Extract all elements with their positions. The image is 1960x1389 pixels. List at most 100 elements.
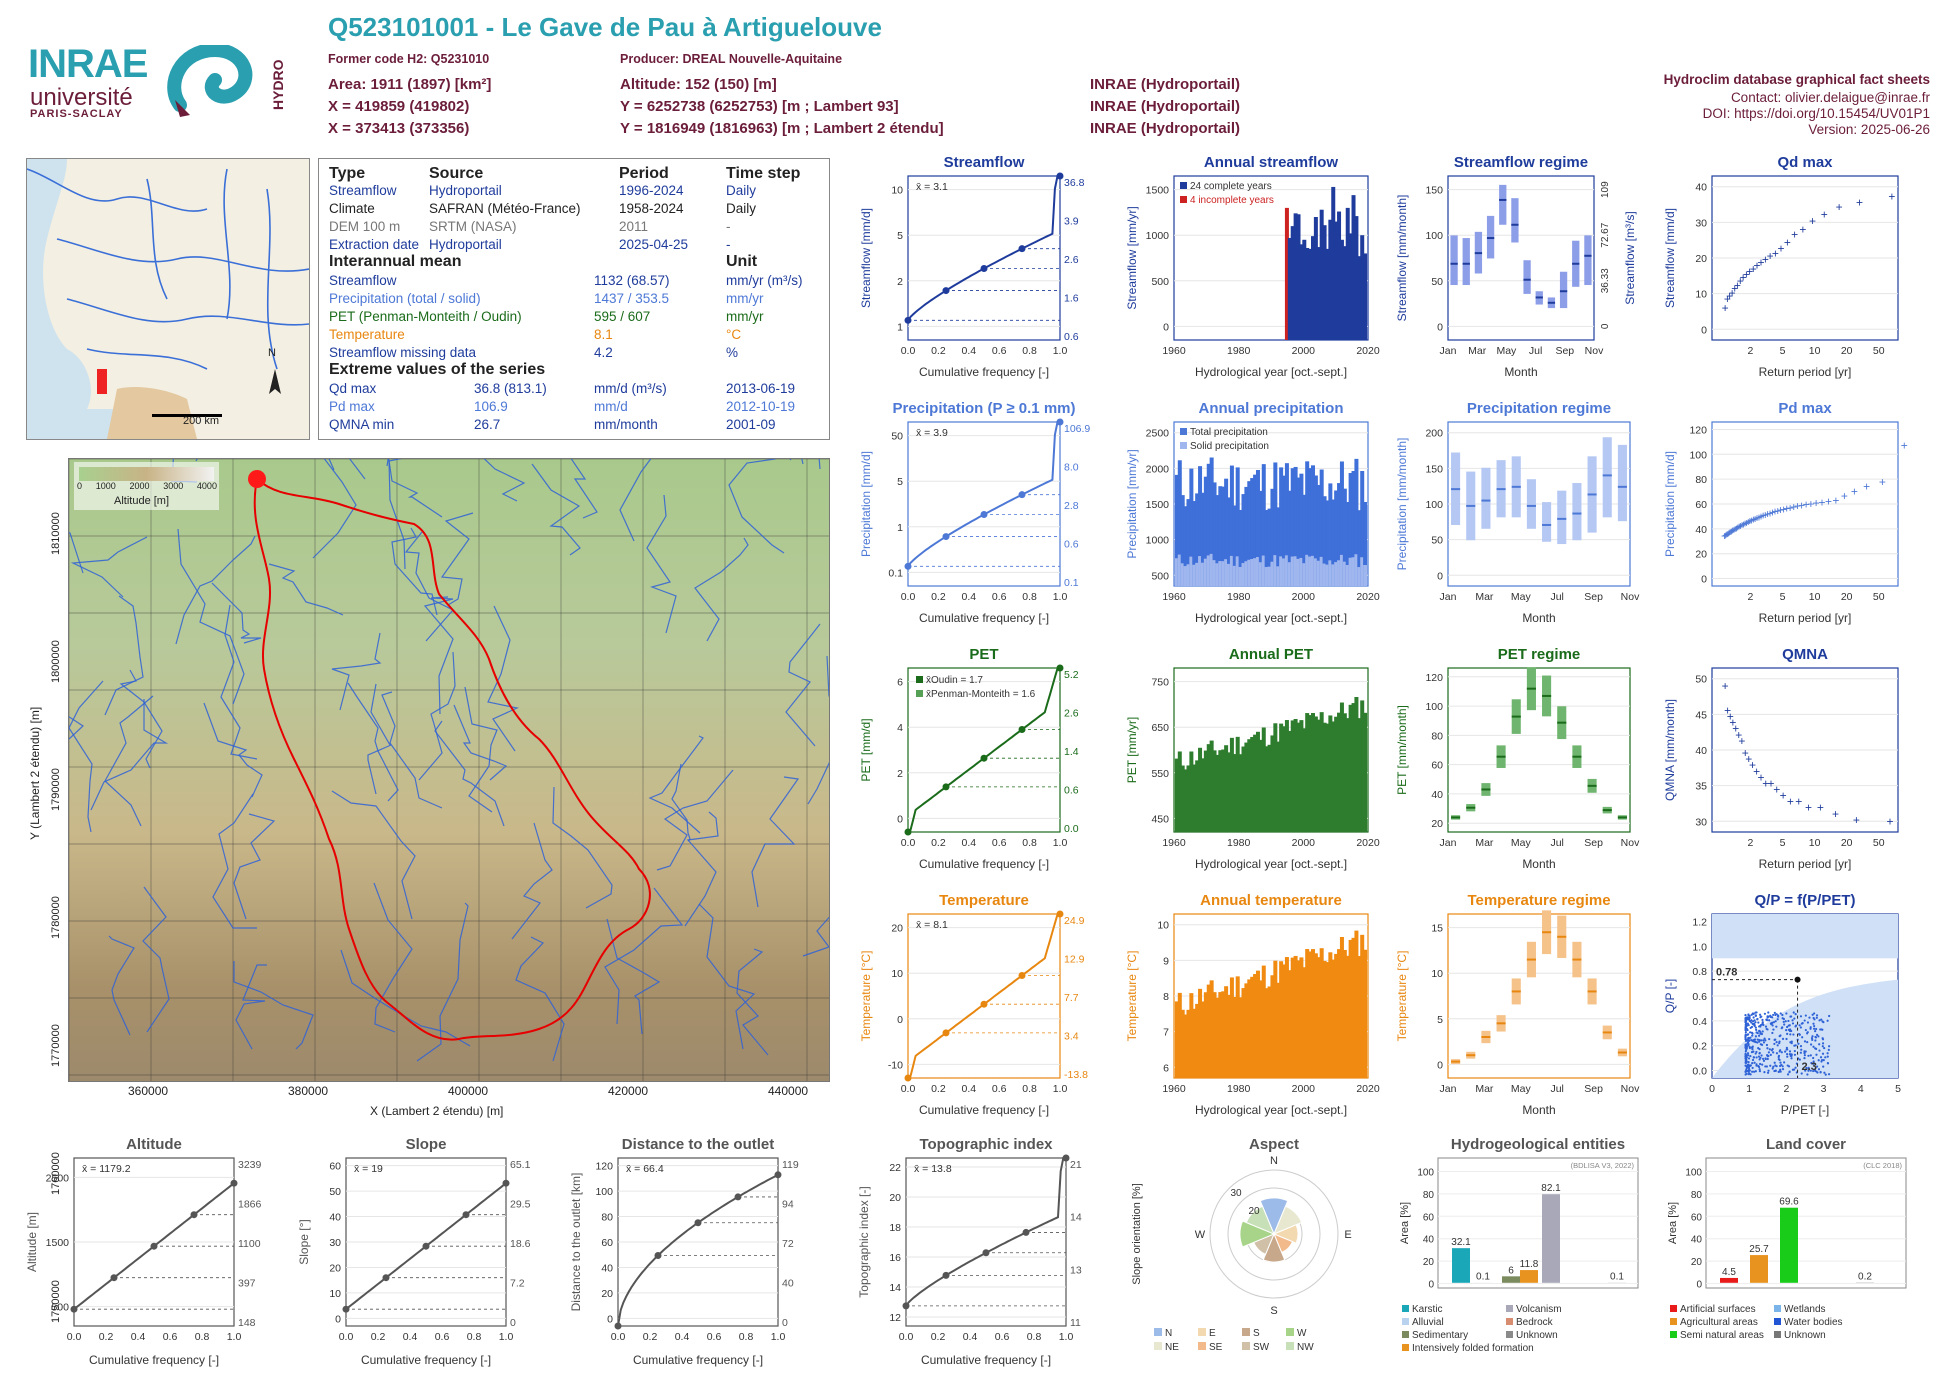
- y-tick-label: 6: [1163, 1062, 1169, 1074]
- data-point: [1791, 1019, 1793, 1021]
- h-unit: Unit: [726, 253, 757, 271]
- river: [647, 495, 676, 633]
- direction-label: E: [1344, 1229, 1351, 1241]
- data-point: [1762, 1030, 1764, 1032]
- data-point: [1798, 1024, 1800, 1026]
- data-point: [1748, 1057, 1750, 1059]
- legend-swatch: [1774, 1305, 1781, 1312]
- ring-label: 30: [1230, 1188, 1242, 1199]
- x-tick-label: 0.8: [467, 1331, 482, 1343]
- river: [685, 812, 718, 926]
- data-point: [1818, 1059, 1820, 1061]
- legend-label: Semi natural areas: [1680, 1330, 1764, 1341]
- x-tick-label: 0.6: [435, 1331, 450, 1343]
- y-tick-label: 20: [889, 1192, 901, 1204]
- data-point: [1753, 1056, 1755, 1058]
- data-point: +: [1784, 235, 1791, 249]
- data-point: [1753, 1071, 1755, 1073]
- x-tick-label: May: [1496, 345, 1517, 357]
- x-tick-label: 0.0: [901, 1083, 916, 1095]
- y-tick-label: 60: [1695, 499, 1707, 511]
- data-point: [1774, 1062, 1776, 1064]
- quantile-point: [423, 1243, 430, 1250]
- y-tick-label: 500: [1151, 570, 1169, 582]
- data-point: [1792, 1033, 1794, 1035]
- data-point: [1800, 1026, 1802, 1028]
- data-point: [1777, 1018, 1779, 1020]
- y-axis-label: Area [%]: [1667, 1202, 1679, 1244]
- mean-value: 595 / 607: [594, 309, 650, 324]
- river: [234, 961, 313, 1049]
- data-point: [1779, 1065, 1781, 1067]
- data-point: [1785, 1038, 1787, 1040]
- data-point: [1759, 1014, 1761, 1016]
- y-tick-label: 1500: [1146, 499, 1170, 511]
- x-tick-label: 2020: [1356, 1083, 1380, 1095]
- mean-unit: °C: [726, 327, 741, 342]
- y-tick-label: 500: [1151, 276, 1169, 288]
- y-tick-label: 50: [891, 431, 903, 443]
- y-tick-label: 50: [1431, 276, 1443, 288]
- x-axis-label: Hydrological year [oct.-sept.]: [1195, 611, 1347, 625]
- legend-tick: 1000: [96, 481, 116, 491]
- y-tick-label: 10: [329, 1288, 341, 1300]
- data-point: [1813, 1025, 1815, 1027]
- x-tick-label: Mar: [1475, 591, 1494, 603]
- quantile-label: 148: [238, 1317, 256, 1329]
- x-tick-label: 20: [1841, 591, 1853, 603]
- chart-title: Topographic index: [919, 1136, 1053, 1153]
- direction-label: W: [1195, 1229, 1206, 1241]
- data-point: [1762, 1021, 1764, 1023]
- y-axis-label: Temperature [°C]: [859, 951, 873, 1042]
- y-tick-label: 80: [1691, 1190, 1703, 1201]
- data-point: +: [1809, 214, 1816, 228]
- data-point: [1761, 1064, 1763, 1066]
- y-tick-label: 0.2: [1692, 1041, 1707, 1053]
- data-point: [1814, 1030, 1816, 1032]
- x-tick-label: Sep: [1555, 345, 1574, 357]
- y-tick-label: 0: [897, 813, 903, 825]
- data-point: [1767, 1070, 1769, 1072]
- quantile-point: [383, 1274, 390, 1281]
- x-tick-label: Nov: [1621, 591, 1640, 603]
- x-tick-label: 5: [1780, 837, 1786, 849]
- data-point: [1791, 1040, 1793, 1042]
- extreme-value: 26.7: [474, 417, 500, 432]
- bar-value-label: 11.8: [1520, 1259, 1539, 1270]
- data-point: [1766, 1019, 1768, 1021]
- data-point: [1782, 1038, 1784, 1040]
- legend-swatch: [1242, 1328, 1250, 1336]
- x-tick-label: 0.2: [931, 1083, 946, 1095]
- x-tick-label: 0.2: [371, 1331, 386, 1343]
- legend-swatch: [1506, 1318, 1513, 1325]
- y-axis-label: Precipitation [mm/yr]: [1125, 449, 1139, 558]
- y-axis-label: Area [%]: [1399, 1202, 1411, 1244]
- data-point: +: [1817, 801, 1824, 815]
- data-point: [1779, 1061, 1781, 1063]
- data-point: [1786, 1033, 1788, 1035]
- data-point: [1747, 1052, 1749, 1054]
- map-ylabel: Y (Lambert 2 étendu) [m]: [28, 707, 42, 840]
- data-point: [1795, 1044, 1797, 1046]
- data-point: [1825, 1074, 1827, 1076]
- bar: [1542, 1194, 1560, 1283]
- data-point: +: [1795, 795, 1802, 809]
- data-point: [1768, 1038, 1770, 1040]
- legend-swatch: [1154, 1342, 1162, 1350]
- data-point: [1827, 1052, 1829, 1054]
- mean-value: 4.2: [594, 345, 613, 360]
- y-axis-label: Precipitation [mm/month]: [1395, 438, 1409, 571]
- x-tick-label: 0.4: [403, 1331, 418, 1343]
- y-tick-label: 4: [897, 722, 903, 734]
- y-tick-label: 10: [1157, 920, 1169, 932]
- data-point: [1787, 1073, 1789, 1075]
- x-tick-label: 1960: [1162, 837, 1186, 849]
- data-point: [1759, 1063, 1761, 1065]
- row-step: Daily: [726, 201, 756, 216]
- y-axis-label: Streamflow [mm/yr]: [1125, 206, 1139, 309]
- x-tick-label: 1.0: [499, 1331, 514, 1343]
- info-table: Type Source Period Time step Streamflow …: [318, 158, 830, 440]
- x-axis-label: Hydrological year [oct.-sept.]: [1195, 1103, 1347, 1117]
